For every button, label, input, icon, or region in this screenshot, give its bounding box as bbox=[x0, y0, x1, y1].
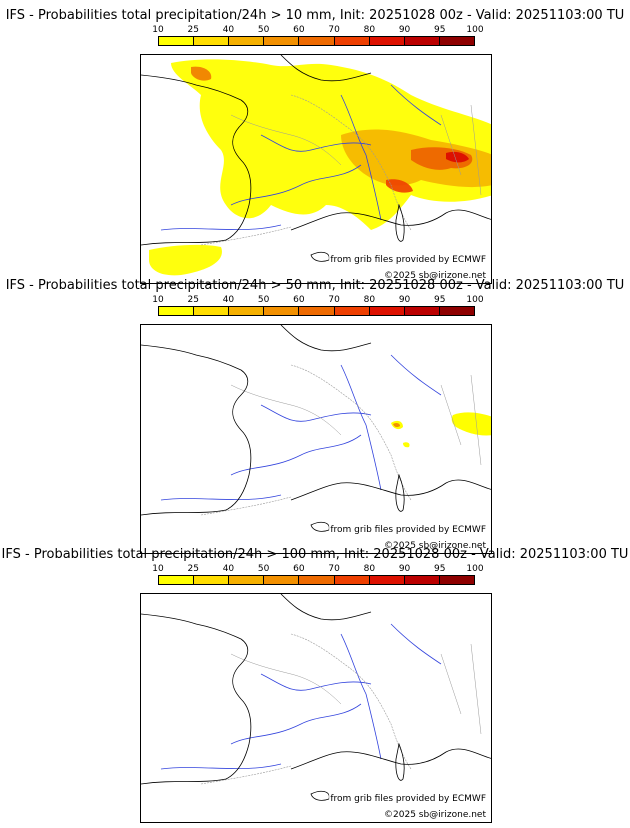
colorbar-tick-label: 50 bbox=[257, 564, 270, 574]
colorbar-segment bbox=[159, 576, 195, 584]
colorbar-tick-label: 60 bbox=[293, 564, 305, 574]
borders bbox=[200, 94, 482, 246]
colorbar-segment bbox=[229, 307, 265, 315]
colorbar-segment bbox=[404, 576, 440, 584]
colorbar-tick-label: 70 bbox=[328, 295, 340, 305]
colorbar-segment bbox=[439, 37, 474, 45]
colorbar-segment bbox=[194, 307, 230, 315]
map-canvas bbox=[141, 55, 491, 276]
copyright-credit: ©2025 sb@irizone.net bbox=[383, 271, 487, 281]
colorbar-segment bbox=[299, 37, 335, 45]
precip-map: from grib files provided by ECMWF ©2025 … bbox=[140, 593, 492, 823]
colorbar-tick-label: 25 bbox=[187, 25, 199, 35]
colorbar-tick-label: 60 bbox=[293, 295, 305, 305]
precip-shading bbox=[149, 59, 491, 276]
colorbar-segment bbox=[159, 307, 195, 315]
precip-zone-10 bbox=[451, 412, 491, 436]
colorbar-segment bbox=[439, 576, 474, 584]
map-canvas bbox=[141, 325, 491, 532]
colorbar bbox=[158, 36, 475, 46]
precip-zone-50 bbox=[393, 422, 400, 428]
copyright-credit: ©2025 sb@irizone.net bbox=[383, 541, 487, 551]
colorbar-tick-label: 40 bbox=[222, 295, 235, 305]
coastline bbox=[141, 55, 491, 262]
colorbar-tick-label: 40 bbox=[222, 564, 235, 574]
colorbar-segment bbox=[369, 37, 405, 45]
precip-map: from grib files provided by ECMWF ©2025 … bbox=[140, 324, 492, 554]
data-source-credit: from grib files provided by ECMWF bbox=[329, 525, 487, 535]
colorbar-segment bbox=[369, 576, 405, 584]
colorbar-segment bbox=[334, 307, 370, 315]
colorbar-tick-label: 10 bbox=[152, 295, 164, 305]
colorbar-tick-label: 40 bbox=[222, 25, 235, 35]
panel-title: IFS - Probabilities total precipitation/… bbox=[1, 547, 629, 562]
colorbar-tick-label: 95 bbox=[434, 564, 446, 574]
colorbar-tick-label: 80 bbox=[363, 25, 376, 35]
colorbar-tick-label: 50 bbox=[257, 295, 270, 305]
colorbar-segment bbox=[439, 307, 474, 315]
colorbar-tick-label: 90 bbox=[398, 295, 411, 305]
colorbar-segment bbox=[369, 307, 405, 315]
borders bbox=[200, 633, 482, 785]
map-canvas bbox=[141, 594, 491, 801]
colorbar-tick-label: 100 bbox=[466, 564, 484, 574]
copyright-credit: ©2025 sb@irizone.net bbox=[383, 810, 487, 820]
data-source-credit: from grib files provided by ECMWF bbox=[329, 255, 487, 265]
colorbar-tick-label: 100 bbox=[466, 25, 484, 35]
colorbar-segment bbox=[334, 576, 370, 584]
colorbar-tick-label: 50 bbox=[257, 25, 270, 35]
precip-zone-80 bbox=[446, 151, 469, 163]
data-source-credit: from grib files provided by ECMWF bbox=[329, 794, 487, 804]
colorbar-labels: 10 25 40 50 60 70 80 90 95 100 bbox=[152, 295, 483, 305]
precip-zone-70 bbox=[386, 179, 413, 193]
rivers bbox=[160, 84, 442, 231]
colorbar-tick-label: 10 bbox=[152, 25, 164, 35]
borders bbox=[200, 364, 482, 516]
rivers bbox=[160, 623, 442, 770]
colorbar-segment bbox=[229, 576, 265, 584]
colorbar-tick-label: 95 bbox=[434, 295, 446, 305]
colorbar-segment bbox=[334, 37, 370, 45]
precip-map: from grib files provided by ECMWF ©2025 … bbox=[140, 54, 492, 284]
colorbar-tick-label: 90 bbox=[398, 25, 411, 35]
panel-title: IFS - Probabilities total precipitation/… bbox=[5, 278, 625, 293]
colorbar bbox=[158, 575, 475, 585]
colorbar bbox=[158, 306, 475, 316]
colorbar-tick-label: 25 bbox=[187, 295, 199, 305]
precip-zone-uk bbox=[191, 66, 212, 81]
colorbar-segment bbox=[404, 307, 440, 315]
panel-10mm: IFS - Probabilities total precipitation/… bbox=[0, 8, 630, 284]
colorbar-tick-label: 80 bbox=[363, 295, 376, 305]
colorbar-tick-label: 25 bbox=[187, 564, 199, 574]
colorbar-segment bbox=[299, 576, 335, 584]
colorbar-segment bbox=[264, 307, 300, 315]
colorbar-segment bbox=[194, 37, 230, 45]
panel-50mm: IFS - Probabilities total precipitation/… bbox=[0, 278, 630, 554]
colorbar-segment bbox=[264, 576, 300, 584]
colorbar-tick-label: 60 bbox=[293, 25, 305, 35]
rivers bbox=[160, 354, 442, 501]
colorbar-tick-label: 90 bbox=[398, 564, 411, 574]
colorbar-tick-label: 70 bbox=[328, 564, 340, 574]
precip-shading bbox=[391, 412, 491, 448]
panel-title: IFS - Probabilities total precipitation/… bbox=[5, 8, 625, 23]
colorbar-tick-label: 80 bbox=[363, 564, 376, 574]
colorbar-tick-label: 10 bbox=[152, 564, 164, 574]
colorbar-segment bbox=[194, 576, 230, 584]
panel-100mm: IFS - Probabilities total precipitation/… bbox=[0, 547, 630, 823]
precip-zone-spain bbox=[149, 244, 222, 276]
colorbar-segment bbox=[299, 307, 335, 315]
colorbar-segment bbox=[264, 37, 300, 45]
colorbar-tick-label: 95 bbox=[434, 25, 446, 35]
colorbar-labels: 10 25 40 50 60 70 80 90 95 100 bbox=[152, 564, 483, 574]
precip-zone-10 bbox=[403, 442, 410, 448]
colorbar-tick-label: 70 bbox=[328, 25, 340, 35]
colorbar-segment bbox=[404, 37, 440, 45]
coastline bbox=[141, 594, 491, 801]
coastline bbox=[141, 325, 491, 532]
colorbar-segment bbox=[229, 37, 265, 45]
colorbar-segment bbox=[159, 37, 195, 45]
colorbar-labels: 10 25 40 50 60 70 80 90 95 100 bbox=[152, 25, 483, 35]
colorbar-tick-label: 100 bbox=[466, 295, 484, 305]
